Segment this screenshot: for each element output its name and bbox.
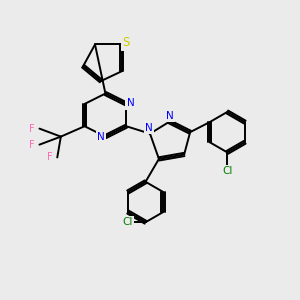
Text: N: N	[98, 132, 105, 142]
Text: F: F	[29, 124, 35, 134]
Text: N: N	[166, 111, 174, 121]
Text: S: S	[122, 37, 129, 50]
Text: N: N	[145, 123, 153, 133]
Text: F: F	[47, 152, 53, 162]
Text: N: N	[127, 98, 134, 108]
Text: Cl: Cl	[222, 166, 232, 176]
Text: F: F	[29, 140, 35, 150]
Text: Cl: Cl	[122, 217, 133, 227]
